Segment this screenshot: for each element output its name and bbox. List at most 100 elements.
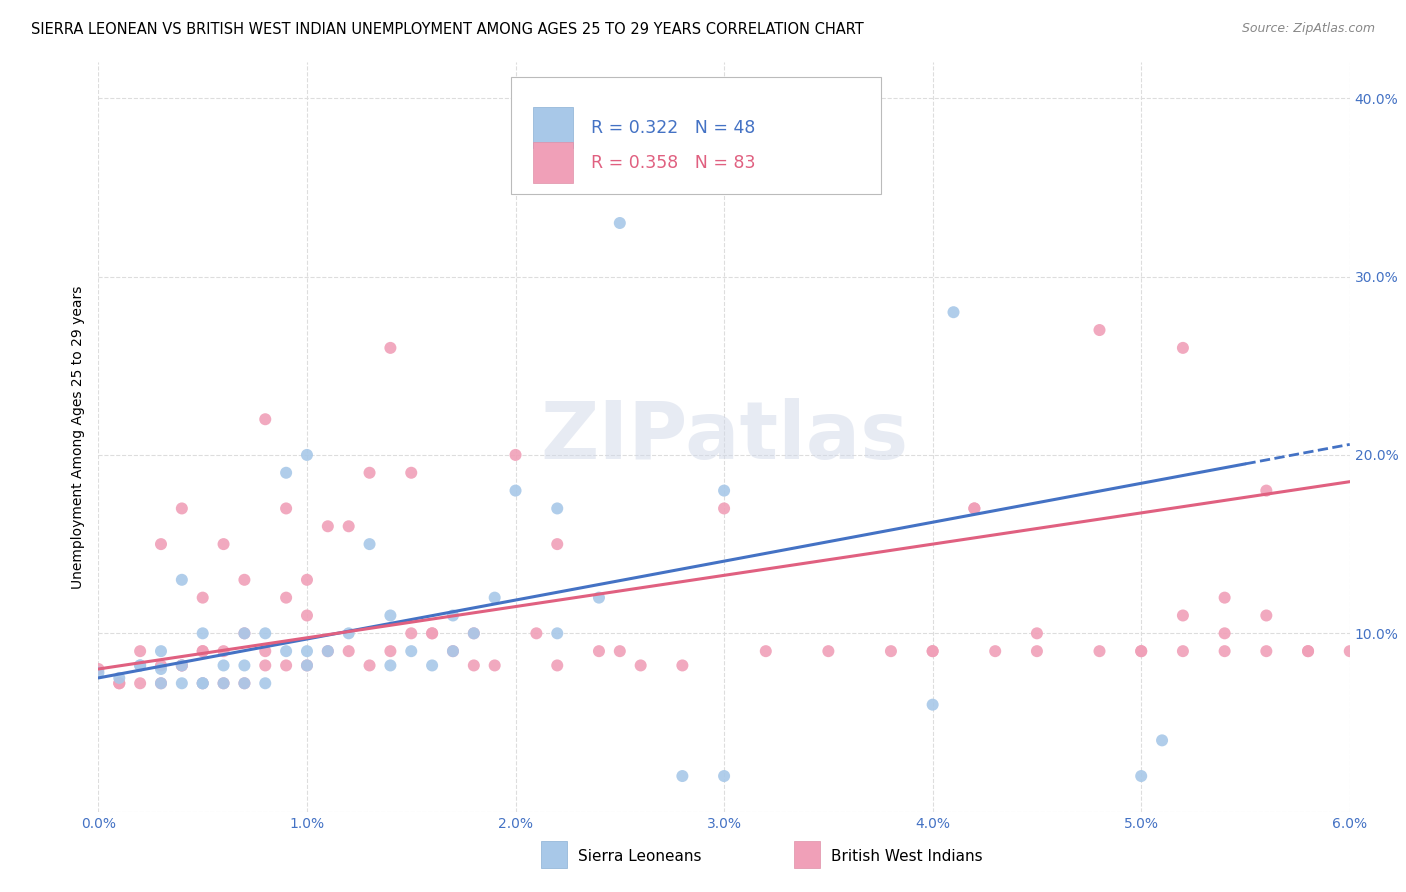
Point	[212, 658, 235, 673]
Point	[1026, 626, 1049, 640]
Point	[129, 658, 152, 673]
Point	[108, 676, 131, 690]
Point	[609, 644, 631, 658]
Point	[295, 573, 318, 587]
Bar	[533, 107, 572, 148]
Point	[1150, 733, 1173, 747]
Point	[963, 501, 986, 516]
Point	[1296, 644, 1319, 658]
Point	[484, 658, 506, 673]
Point	[1339, 644, 1361, 658]
Point	[380, 644, 402, 658]
Point	[921, 698, 943, 712]
Text: Sierra Leoneans: Sierra Leoneans	[578, 849, 702, 863]
Point	[87, 662, 110, 676]
Point	[233, 676, 256, 690]
Y-axis label: Unemployment Among Ages 25 to 29 years: Unemployment Among Ages 25 to 29 years	[70, 285, 84, 589]
Point	[420, 626, 443, 640]
Point	[441, 644, 464, 658]
Point	[191, 676, 214, 690]
Point	[463, 658, 485, 673]
Point	[191, 591, 214, 605]
Point	[170, 658, 193, 673]
Point	[254, 626, 277, 640]
Point	[609, 216, 631, 230]
Point	[233, 658, 256, 673]
Point	[191, 676, 214, 690]
Point	[463, 626, 485, 640]
Point	[1381, 644, 1403, 658]
Point	[1088, 323, 1111, 337]
Point	[526, 626, 548, 640]
Point	[359, 466, 381, 480]
Text: British West Indians: British West Indians	[831, 849, 983, 863]
Point	[1256, 608, 1278, 623]
Point	[588, 644, 610, 658]
Point	[921, 644, 943, 658]
Point	[337, 519, 360, 533]
Point	[880, 644, 903, 658]
Point	[212, 676, 235, 690]
Point	[295, 448, 318, 462]
Text: Source: ZipAtlas.com: Source: ZipAtlas.com	[1241, 22, 1375, 36]
Point	[984, 644, 1007, 658]
Point	[337, 644, 360, 658]
Point	[505, 448, 527, 462]
Point	[150, 676, 173, 690]
Point	[463, 626, 485, 640]
Point	[212, 676, 235, 690]
Point	[295, 658, 318, 673]
Point	[274, 466, 298, 480]
Point	[212, 644, 235, 658]
Text: ZIPatlas: ZIPatlas	[540, 398, 908, 476]
Text: R = 0.322   N = 48: R = 0.322 N = 48	[592, 119, 756, 136]
Point	[254, 658, 277, 673]
Point	[1088, 644, 1111, 658]
Point	[191, 626, 214, 640]
Point	[921, 644, 943, 658]
Point	[546, 501, 568, 516]
Point	[713, 483, 735, 498]
Point	[129, 658, 152, 673]
Point	[191, 644, 214, 658]
Point	[713, 501, 735, 516]
Point	[233, 676, 256, 690]
Point	[150, 662, 173, 676]
Point	[295, 608, 318, 623]
Point	[484, 591, 506, 605]
Point	[316, 644, 339, 658]
Point	[546, 537, 568, 551]
Point	[755, 644, 778, 658]
Point	[1130, 644, 1153, 658]
Point	[1296, 644, 1319, 658]
Point	[233, 626, 256, 640]
Point	[1130, 769, 1153, 783]
Point	[170, 658, 193, 673]
Point	[108, 676, 131, 690]
Point	[380, 341, 402, 355]
Point	[1171, 341, 1194, 355]
Point	[1256, 644, 1278, 658]
Point	[1130, 644, 1153, 658]
Point	[713, 769, 735, 783]
Point	[254, 676, 277, 690]
Point	[1213, 591, 1236, 605]
Point	[546, 626, 568, 640]
Point	[380, 658, 402, 673]
Point	[359, 658, 381, 673]
Point	[441, 644, 464, 658]
Point	[274, 658, 298, 673]
Point	[295, 658, 318, 673]
Point	[420, 658, 443, 673]
Text: R = 0.358   N = 83: R = 0.358 N = 83	[592, 153, 756, 171]
Point	[401, 466, 423, 480]
Point	[942, 305, 965, 319]
Point	[441, 608, 464, 623]
Point	[1171, 608, 1194, 623]
Text: SIERRA LEONEAN VS BRITISH WEST INDIAN UNEMPLOYMENT AMONG AGES 25 TO 29 YEARS COR: SIERRA LEONEAN VS BRITISH WEST INDIAN UN…	[31, 22, 863, 37]
Point	[170, 658, 193, 673]
Point	[359, 537, 381, 551]
Point	[191, 676, 214, 690]
Point	[337, 626, 360, 640]
Bar	[533, 142, 572, 183]
